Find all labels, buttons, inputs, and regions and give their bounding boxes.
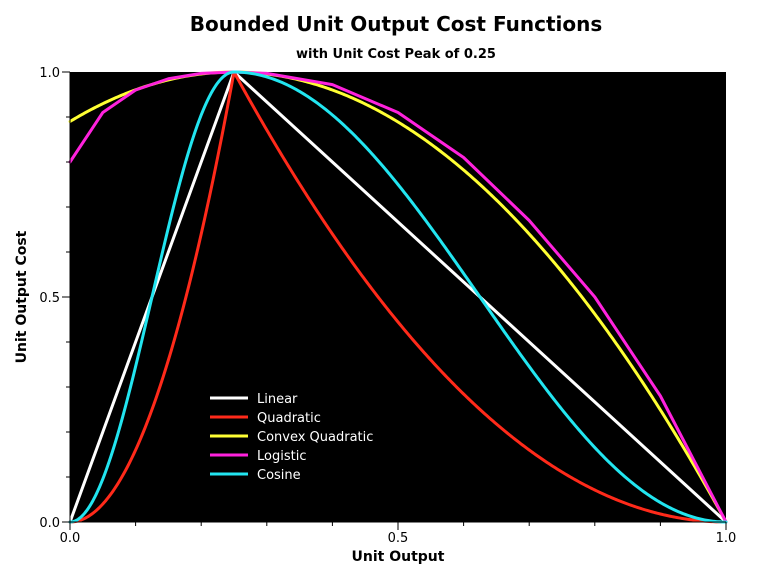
legend-label-cosine: Cosine	[257, 468, 301, 483]
series-line-quadratic	[68, 70, 728, 524]
legend-label-quadratic: Quadratic	[257, 411, 321, 426]
x-axis-label: Unit Output	[352, 549, 445, 565]
axes: 0.0 0.5 1.0 0.0 0.5 1.0	[39, 66, 736, 546]
legend-label-linear: Linear	[257, 392, 298, 407]
x-tick-label: 1.0	[716, 531, 737, 546]
chart-subtitle: with Unit Cost Peak of 0.25	[296, 47, 496, 62]
legend-label-convex-quadratic: Convex Quadratic	[257, 430, 373, 445]
chart-title: Bounded Unit Output Cost Functions	[190, 12, 603, 36]
series-line-linear	[68, 70, 728, 524]
y-tick-label: 0.5	[39, 291, 60, 306]
series-line-cosine	[68, 70, 728, 524]
plot-area	[70, 72, 726, 522]
legend: Linear Quadratic Convex Quadratic Logistic C…	[210, 392, 373, 483]
legend-label-logistic: Logistic	[257, 449, 306, 464]
series-line-logistic	[68, 70, 728, 524]
y-tick-label: 0.0	[39, 516, 60, 531]
y-axis-label: Unit Output Cost	[14, 230, 30, 363]
x-tick-label: 0.5	[388, 531, 409, 546]
y-tick-label: 1.0	[39, 66, 60, 81]
x-tick-label: 0.0	[60, 531, 81, 546]
series-lines	[68, 70, 728, 524]
